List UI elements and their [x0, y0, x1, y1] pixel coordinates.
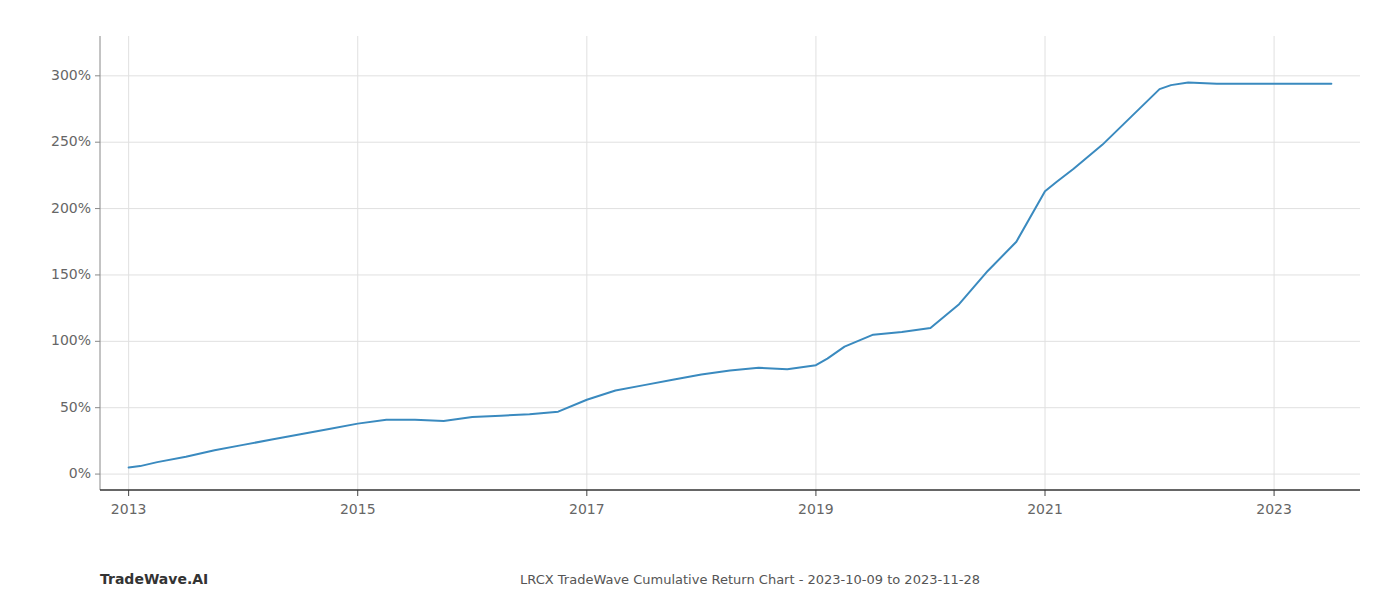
plot-area	[129, 82, 1332, 467]
tick-y	[95, 75, 100, 76]
chart-title: LRCX TradeWave Cumulative Return Chart -…	[520, 572, 980, 587]
grid-line-y	[100, 274, 1360, 275]
tick-label-x: 2013	[111, 501, 147, 517]
axes: 0% 50% 100% 150% 200% 250% 300% 2013 2015 2017 201…	[51, 36, 1360, 517]
grid-line-x	[586, 36, 587, 490]
grid-line-x	[1274, 36, 1275, 490]
chart-container: 0% 50% 100% 150% 200% 250% 300% 2013 2015 2017 201…	[0, 0, 1400, 600]
grid-line-x	[815, 36, 816, 490]
tick-y	[95, 208, 100, 209]
tick-label-x: 2015	[340, 501, 376, 517]
tick-label-x: 2019	[798, 501, 834, 517]
tick-y	[95, 274, 100, 275]
chart-svg: 0% 50% 100% 150% 200% 250% 300% 2013 2015 2017 201…	[0, 0, 1400, 600]
watermark: TradeWave.AI	[100, 571, 208, 587]
grid-line-y	[100, 474, 1360, 475]
grid-line-y	[100, 341, 1360, 342]
tick-x	[1045, 490, 1046, 496]
grid-line-x	[1045, 36, 1046, 490]
tick-y	[95, 142, 100, 143]
tick-label-y: 50%	[60, 399, 91, 415]
axis-x	[100, 489, 1360, 491]
grid	[100, 36, 1360, 490]
tick-x	[815, 490, 816, 496]
tick-label-y: 200%	[51, 200, 91, 216]
tick-x	[1274, 490, 1275, 496]
tick-label-x: 2023	[1256, 501, 1292, 517]
tick-label-y: 100%	[51, 332, 91, 348]
tick-x	[357, 490, 358, 496]
tick-y	[95, 341, 100, 342]
tick-x	[586, 490, 587, 496]
grid-line-y	[100, 407, 1360, 408]
grid-line-x	[357, 36, 358, 490]
tick-label-x: 2017	[569, 501, 605, 517]
tick-x	[128, 490, 129, 496]
grid-line-y	[100, 208, 1360, 209]
grid-line-y	[100, 142, 1360, 143]
tick-label-y: 250%	[51, 133, 91, 149]
axis-y	[100, 36, 101, 490]
tick-label-x: 2021	[1027, 501, 1063, 517]
tick-label-y: 150%	[51, 266, 91, 282]
tick-label-y: 0%	[69, 465, 91, 481]
grid-line-y	[100, 75, 1360, 76]
tick-label-y: 300%	[51, 67, 91, 83]
grid-line-x	[128, 36, 129, 490]
tick-y	[95, 474, 100, 475]
data-line	[129, 82, 1332, 467]
tick-y	[95, 407, 100, 408]
